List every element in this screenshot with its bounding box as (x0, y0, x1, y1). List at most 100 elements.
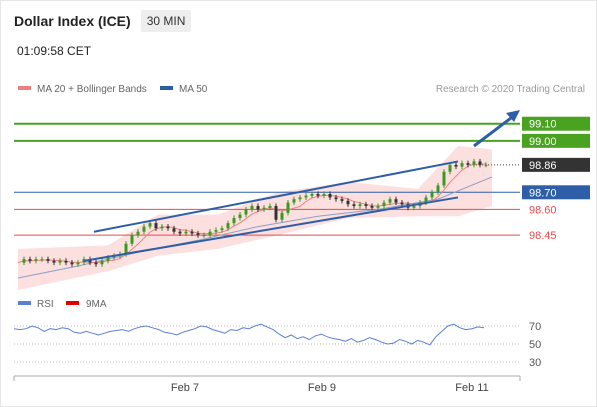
candle-body (460, 163, 464, 167)
candle-body (184, 231, 188, 234)
candle-body (394, 199, 398, 203)
ma50-legend-label: MA 50 (179, 84, 208, 95)
candle-body (238, 214, 242, 218)
candle-body (292, 199, 296, 203)
candle-body (274, 206, 278, 220)
bollinger-band (18, 146, 492, 290)
ma20-legend-swatch (18, 86, 31, 90)
candle-body (178, 231, 182, 234)
candle-body (262, 207, 266, 210)
x-tick-label: Feb 9 (308, 382, 336, 394)
resistance-label-2: 99.00 (529, 136, 557, 148)
candle-body (202, 235, 206, 237)
timestamp: 01:09:58 CET (17, 44, 92, 58)
instrument-title: Dollar Index (ICE) (14, 13, 131, 29)
timeframe-badge[interactable]: 30 MIN (140, 10, 192, 32)
support-label-1-box (522, 185, 590, 200)
candle-body (220, 228, 224, 230)
candle-body (172, 228, 176, 232)
candle-body (412, 206, 416, 208)
candle-body (34, 259, 38, 261)
rsi-ma-legend-swatch (66, 301, 79, 305)
candle-body (214, 230, 218, 232)
candle-body (370, 206, 374, 208)
candle-body (100, 260, 104, 265)
candle-body (358, 204, 362, 206)
candle-body (286, 202, 290, 213)
rsi-level-label: 30 (529, 357, 541, 369)
ma50-legend-swatch (160, 86, 173, 90)
candle-body (328, 194, 332, 198)
candle-body (94, 262, 98, 265)
candle-body (400, 202, 404, 205)
candle-body (88, 259, 92, 263)
rsi-legend: RSI 9MA (18, 299, 107, 310)
candle-body (160, 226, 164, 229)
candle-body (388, 199, 392, 203)
candle-body (226, 223, 230, 229)
channel-line-2 (83, 196, 459, 262)
candle-body (310, 194, 314, 196)
candle-body (340, 199, 344, 201)
candle-body (334, 197, 338, 200)
candle-body (46, 259, 50, 261)
current-price-label: 98.86 (529, 160, 557, 172)
candle-body (130, 235, 134, 244)
x-tick-label: Feb 11 (455, 382, 488, 394)
candle-body (22, 259, 26, 263)
x-tick-label: Feb 7 (171, 382, 199, 394)
candle-body (40, 259, 44, 261)
candle-body (196, 233, 200, 236)
legend: MA 20 + Bollinger Bands MA 50 Research ©… (18, 84, 585, 95)
candle-body (352, 204, 356, 206)
channel-line-1 (93, 160, 459, 233)
candle-body (280, 212, 284, 220)
candle-body (364, 204, 368, 206)
channel-lines (83, 160, 459, 262)
candle-body (448, 164, 452, 172)
candle-body (436, 185, 440, 193)
chart-header: Dollar Index (ICE) 30 MIN (14, 10, 192, 32)
rsi-line (13, 323, 485, 346)
support-label-2: 98.60 (529, 204, 557, 216)
support-resistance-lines (14, 122, 520, 236)
candle-body (244, 209, 248, 215)
candle-body (148, 223, 152, 227)
candle-body (382, 202, 386, 206)
rsi-panel: 70 50 30 (13, 321, 541, 369)
ma20-legend-label: MA 20 + Bollinger Bands (37, 84, 147, 95)
candle-body (154, 223, 158, 229)
candle-body (430, 192, 434, 198)
candle-body (136, 231, 140, 236)
rsi-level-label: 70 (529, 321, 541, 333)
candle-body (268, 206, 272, 208)
current-price-label-box (522, 157, 590, 172)
candle-body (376, 206, 380, 208)
candle-body (208, 231, 212, 236)
rsi-level-label: 50 (529, 339, 541, 351)
candle-body (472, 161, 476, 165)
candle-body (466, 163, 470, 165)
up-arrow-icon (473, 110, 520, 148)
candle-body (166, 226, 170, 229)
rsi-legend-swatch (18, 301, 31, 305)
candle-body (424, 197, 428, 203)
candle-body (316, 194, 320, 196)
candle-body (454, 164, 458, 167)
ma50-line (17, 176, 493, 279)
candle-body (58, 260, 62, 263)
candle-body (52, 260, 56, 263)
rsi-legend-label: RSI (37, 299, 54, 310)
candle-body (250, 206, 254, 210)
candle-body (64, 260, 68, 263)
rsi-ma-legend-label: 9MA (86, 299, 107, 310)
price-labels: 99.10 99.00 98.86 98.70 98.60 98.45 (522, 116, 590, 242)
candle-body (478, 161, 482, 165)
bollinger-band-area (18, 146, 492, 290)
candle-body (70, 262, 74, 265)
resistance-label-1: 99.10 (529, 119, 557, 131)
candle-body (346, 200, 350, 205)
candle-body (304, 195, 308, 198)
candles (22, 158, 488, 267)
